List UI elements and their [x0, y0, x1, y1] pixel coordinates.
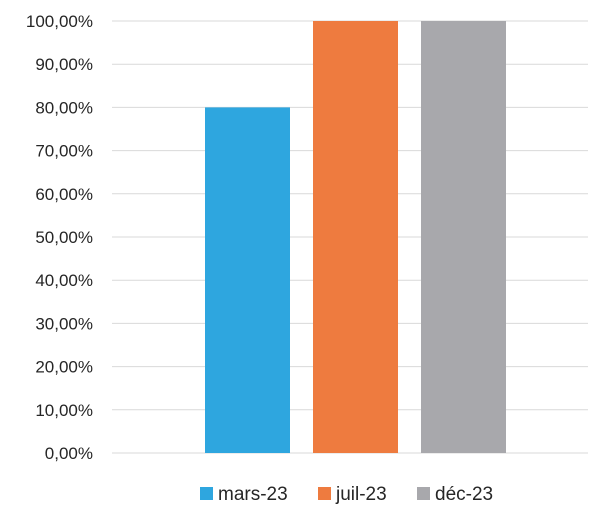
- legend: mars-23 juil-23 déc-23: [200, 484, 493, 505]
- y-tick-label: 20,00%: [35, 358, 93, 377]
- y-tick-label: 0,00%: [45, 444, 93, 463]
- bar-juil-23: [313, 21, 398, 453]
- y-tick-label: 90,00%: [35, 55, 93, 74]
- y-tick-label: 60,00%: [35, 185, 93, 204]
- y-tick-label: 40,00%: [35, 271, 93, 290]
- bar-déc-23: [421, 21, 506, 453]
- y-tick-label: 50,00%: [35, 228, 93, 247]
- bars: [205, 21, 506, 454]
- y-tick-label: 10,00%: [35, 401, 93, 420]
- y-tick-label: 30,00%: [35, 314, 93, 333]
- legend-label: déc-23: [435, 484, 493, 505]
- legend-label: juil-23: [335, 484, 387, 505]
- legend-swatch-mars-23: [200, 487, 213, 500]
- legend-swatch-juil-23: [318, 487, 331, 500]
- bar-mars-23: [205, 107, 290, 454]
- legend-label: mars-23: [218, 484, 288, 505]
- y-tick-label: 100,00%: [26, 12, 93, 31]
- legend-swatch-déc-23: [417, 487, 430, 500]
- y-tick-label: 80,00%: [35, 98, 93, 117]
- y-tick-label: 70,00%: [35, 142, 93, 161]
- y-axis-tick-labels: 0,00% 10,00% 20,00% 30,00% 40,00% 50,00% 60,00…: [26, 12, 93, 463]
